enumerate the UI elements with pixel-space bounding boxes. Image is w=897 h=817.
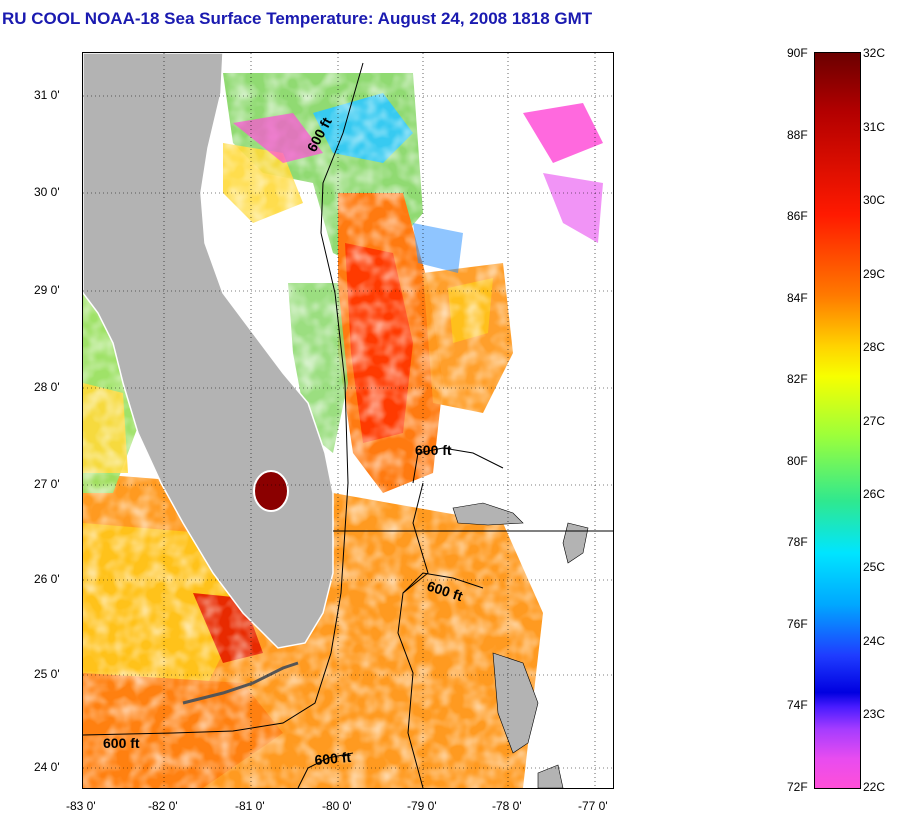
graticule bbox=[83, 53, 613, 788]
contour-label-keys: 600 ft bbox=[103, 735, 140, 751]
colorbar-c-29: 29C bbox=[863, 267, 886, 281]
isobath-great-bahama-bank bbox=[402, 572, 484, 594]
bahamas-islands bbox=[452, 502, 589, 788]
lon-label-77: -77 0' bbox=[578, 799, 608, 813]
colorbar-f-76: 76F bbox=[787, 617, 808, 631]
colorbar-c-28: 28C bbox=[863, 340, 886, 354]
lat-label-30: 30 0' bbox=[34, 185, 60, 199]
lon-label-80: -80 0' bbox=[322, 799, 352, 813]
colorbar-c-24: 24C bbox=[863, 634, 886, 648]
colorbar-c-30: 30C bbox=[863, 193, 886, 207]
lon-label-81: -81 0' bbox=[235, 799, 265, 813]
contour-label-south: 600 ft bbox=[314, 749, 352, 768]
colorbar-f-72: 72F bbox=[787, 780, 808, 794]
isobath-south bbox=[297, 752, 354, 788]
cold-edge-patch-4 bbox=[413, 223, 463, 273]
colorbar-f-84: 84F bbox=[787, 291, 808, 305]
lon-label-82: -82 0' bbox=[148, 799, 178, 813]
grand-bahama bbox=[452, 502, 524, 526]
lat-label-29: 29 0' bbox=[34, 283, 60, 297]
florida-keys bbox=[182, 661, 299, 705]
cloud-region-east bbox=[523, 353, 613, 788]
lat-label-26: 26 0' bbox=[34, 572, 60, 586]
small-island bbox=[537, 764, 564, 788]
colorbar-c-23: 23C bbox=[863, 707, 886, 721]
isobath-little-bahama-bank bbox=[412, 447, 504, 484]
colorbar-f-82: 82F bbox=[787, 372, 808, 386]
colorbar-c-25: 25C bbox=[863, 560, 886, 574]
colorbar-c-32: 32C bbox=[863, 46, 886, 60]
isobath-600ft bbox=[83, 62, 504, 788]
colorbar-f-78: 78F bbox=[787, 535, 808, 549]
cold-edge-patch-3 bbox=[233, 113, 323, 163]
sst-map: 600 ft 600 ft 600 ft 600 ft 600 ft bbox=[82, 52, 614, 789]
lon-label-83: -83 0' bbox=[66, 799, 96, 813]
colorbar-c-27: 27C bbox=[863, 414, 886, 428]
temperature-colorbar bbox=[814, 52, 861, 789]
lat-label-27: 27 0' bbox=[34, 477, 60, 491]
colorbar-c-31: 31C bbox=[863, 120, 886, 134]
contour-label-bahama: 600 ft bbox=[415, 442, 452, 458]
colorbar-f-86: 86F bbox=[787, 209, 808, 223]
isobath-florida-shelf bbox=[83, 62, 364, 736]
lat-label-25: 25 0' bbox=[34, 667, 60, 681]
abaco-island bbox=[562, 522, 589, 564]
sst-map-canvas: 600 ft 600 ft 600 ft 600 ft 600 ft bbox=[83, 53, 613, 788]
colorbar-f-88: 88F bbox=[787, 128, 808, 142]
lat-label-24: 24 0' bbox=[34, 760, 60, 774]
lat-label-28: 28 0' bbox=[34, 380, 60, 394]
isobath-straits-west bbox=[397, 482, 429, 788]
colorbar-f-80: 80F bbox=[787, 454, 808, 468]
colorbar-c-26: 26C bbox=[863, 487, 886, 501]
cold-edge-patch-2 bbox=[543, 173, 603, 243]
colorbar-f-74: 74F bbox=[787, 698, 808, 712]
lat-label-31: 31 0' bbox=[34, 88, 60, 102]
lon-label-78: -78 0' bbox=[492, 799, 522, 813]
lon-label-79: -79 0' bbox=[407, 799, 437, 813]
colorbar-f-90: 90F bbox=[787, 46, 808, 60]
andros-island bbox=[492, 652, 539, 754]
colorbar-c-22: 22C bbox=[863, 780, 886, 794]
map-title: RU COOL NOAA-18 Sea Surface Temperature:… bbox=[2, 9, 593, 28]
lake-okeechobee bbox=[253, 470, 289, 512]
sst-field bbox=[83, 53, 613, 788]
cold-edge-patch-1 bbox=[523, 103, 603, 163]
